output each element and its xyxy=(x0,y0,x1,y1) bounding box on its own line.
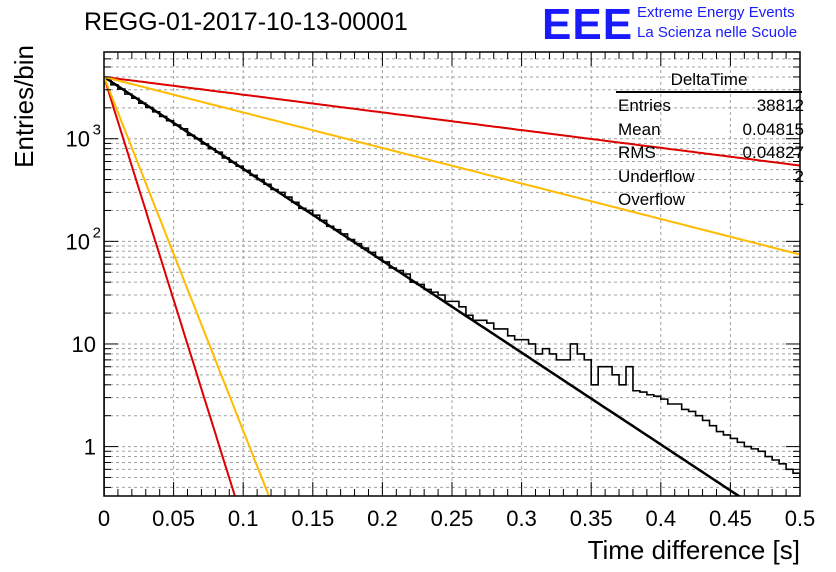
stats-value: 38812 xyxy=(756,96,804,115)
stats-title: DeltaTime xyxy=(616,70,802,93)
x-tick-label: 0.4 xyxy=(646,506,677,531)
stats-value: 0.04815 xyxy=(742,119,804,139)
fit-curve xyxy=(104,75,800,167)
y-axis-title: Entries/bin xyxy=(9,45,39,168)
logo-line-2: La Scienza nelle Scuole xyxy=(637,24,798,41)
x-tick-label: 0 xyxy=(98,506,110,531)
y-tick-label: 1 xyxy=(84,435,96,460)
x-axis-title: Time difference [s] xyxy=(588,535,800,565)
stats-value: 2 xyxy=(794,166,804,186)
y-tick-label: 10 xyxy=(72,332,96,357)
histogram-line xyxy=(104,77,800,496)
stats-label: Overflow xyxy=(618,190,686,209)
stats-label: RMS xyxy=(618,143,656,162)
histogram-series xyxy=(104,77,800,496)
x-tick-label: 0.25 xyxy=(431,506,474,531)
fit-curve xyxy=(104,75,800,256)
stats-row: Underflow 2 xyxy=(612,167,808,191)
axis-ticks xyxy=(103,51,801,496)
stats-label: Underflow xyxy=(618,166,695,186)
x-tick-label: 0.5 xyxy=(785,506,816,531)
fit-curve xyxy=(104,76,236,496)
fit-curves xyxy=(104,75,800,496)
x-tick-label: 0.35 xyxy=(570,506,613,531)
grid xyxy=(104,51,800,496)
eee-logo: EEE xyxy=(542,0,634,49)
stats-row: Mean 0.04815 xyxy=(612,120,808,144)
fit-curve xyxy=(104,76,270,496)
x-tick-label: 0.2 xyxy=(367,506,398,531)
fit-curve xyxy=(104,75,742,496)
x-tick-label: 0.15 xyxy=(291,506,334,531)
y-tick-exponent: 2 xyxy=(93,224,101,241)
stats-box: DeltaTime Entries 38812 Mean 0.04815 RMS… xyxy=(612,70,808,214)
y-tick-label: 10 xyxy=(66,127,90,152)
x-tick-label: 0.1 xyxy=(228,506,259,531)
stats-label: Mean xyxy=(618,119,661,139)
page-title: REGG-01-2017-10-13-00001 xyxy=(84,8,408,36)
stats-row: Entries 38812 xyxy=(612,96,808,120)
stats-row: RMS 0.04827 xyxy=(612,143,808,167)
x-tick-label: 0.3 xyxy=(506,506,537,531)
x-tick-label: 0.05 xyxy=(152,506,195,531)
stats-value: 1 xyxy=(794,190,804,209)
y-tick-label: 10 xyxy=(66,229,90,254)
x-tick-label: 0.45 xyxy=(709,506,752,531)
axis-labels: 0 0.05 0.1 0.15 0.2 0.25 0.3 0.35 0.4 0.45 0.5 1 10 1… xyxy=(9,45,815,565)
logo-line-1: Extreme Energy Events xyxy=(637,4,795,21)
stats-value: 0.04827 xyxy=(742,143,804,162)
stats-row: Overflow 1 xyxy=(612,190,808,214)
stats-label: Entries xyxy=(618,96,671,115)
y-tick-exponent: 3 xyxy=(93,122,101,139)
